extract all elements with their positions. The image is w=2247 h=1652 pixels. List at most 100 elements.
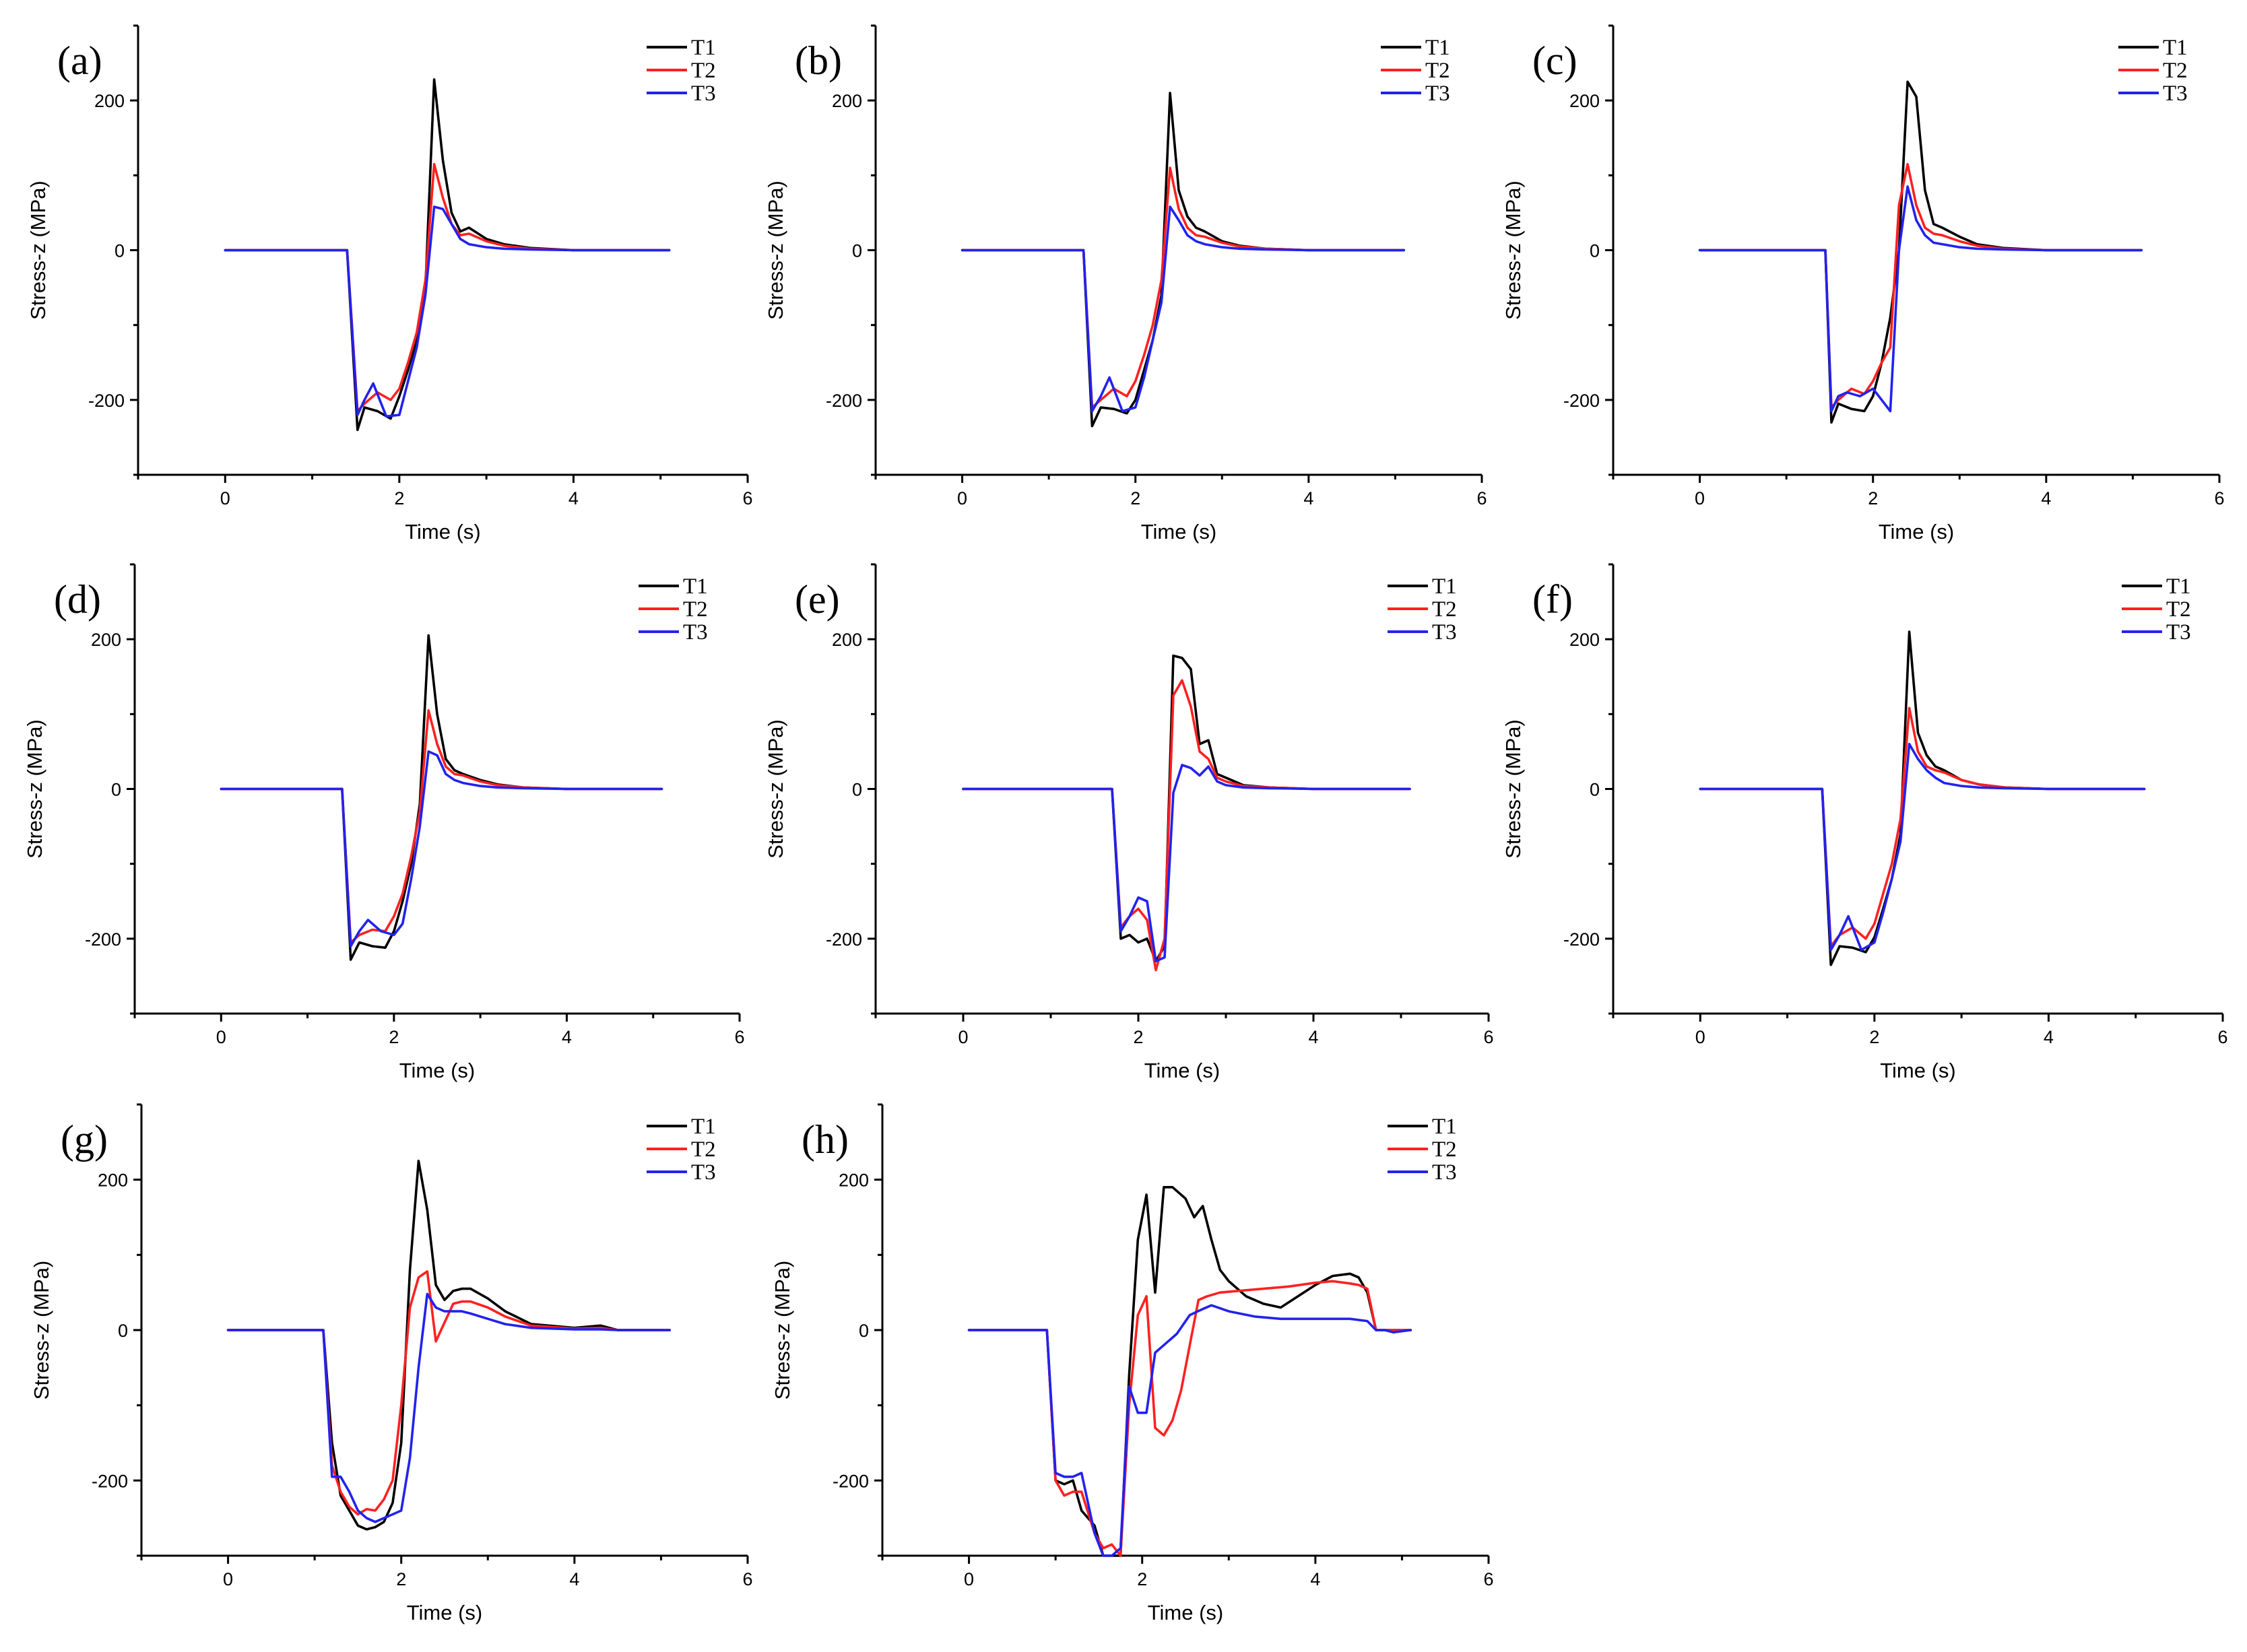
x-tick-label: 4 [569, 1569, 579, 1589]
x-tick-label: 4 [568, 488, 579, 508]
y-tick-label: 200 [839, 1170, 869, 1191]
legend-label-t3: T3 [1432, 620, 1457, 645]
legend-label-t2: T2 [2166, 597, 2191, 622]
y-axis-title: Stress-z (MPa) [23, 719, 46, 859]
x-tick-label: 4 [1310, 1569, 1320, 1589]
y-axis-title: Stress-z (MPa) [26, 180, 50, 320]
y-tick-label: 0 [1590, 780, 1600, 800]
x-tick-label: 6 [742, 1569, 752, 1589]
panel-label: (h) [802, 1117, 849, 1162]
x-tick-label: 0 [957, 488, 967, 508]
legend-label-t3: T3 [2163, 81, 2188, 106]
x-axis-title: Time (s) [399, 1059, 476, 1082]
series-group [960, 92, 1406, 428]
y-tick-label: 200 [94, 91, 125, 111]
series-line-t3 [962, 764, 1411, 962]
y-axis-title: Stress-z (MPa) [30, 1261, 53, 1400]
legend-label-t1: T1 [691, 36, 716, 60]
legend-label-t2: T2 [683, 597, 708, 622]
x-axis-title: Time (s) [1148, 1601, 1224, 1624]
y-axis-title: Stress-z (MPa) [764, 180, 787, 320]
legend-label-t3: T3 [683, 620, 708, 645]
series-line-t1 [967, 1186, 1412, 1557]
x-tick-label: 4 [1303, 488, 1313, 508]
x-axis-title: Time (s) [407, 1601, 483, 1624]
panel-label: (b) [795, 38, 842, 83]
series-line-t3 [226, 1292, 672, 1523]
legend-label-t2: T2 [1432, 1137, 1457, 1162]
legend-label-t3: T3 [691, 1160, 716, 1185]
x-axis-title: Time (s) [1141, 520, 1217, 543]
x-tick-label: 6 [734, 1027, 744, 1047]
legend-label-t2: T2 [691, 59, 716, 83]
series-group [226, 1160, 672, 1531]
legend-label-t3: T3 [1432, 1160, 1457, 1185]
legend-label-t1: T1 [683, 574, 708, 599]
series-line-t1 [1699, 630, 2146, 966]
y-tick-label: -200 [826, 391, 862, 411]
legend-label-t3: T3 [2166, 620, 2191, 645]
y-tick-label: 200 [1569, 630, 1600, 650]
x-tick-label: 0 [964, 1569, 974, 1589]
y-axis-title: Stress-z (MPa) [1501, 180, 1525, 320]
x-axis-title: Time (s) [405, 520, 481, 543]
y-tick-label: -200 [88, 391, 125, 411]
series-line-t3 [220, 750, 663, 948]
legend-label-t1: T1 [2163, 36, 2188, 60]
x-tick-label: 4 [2041, 488, 2051, 508]
x-tick-label: 2 [1137, 1569, 1147, 1589]
y-tick-label: -200 [833, 1471, 869, 1491]
series-line-t1 [220, 634, 663, 961]
series-group [967, 1186, 1412, 1557]
series-line-t2 [220, 709, 663, 944]
x-tick-label: 0 [216, 1027, 226, 1047]
series-line-t3 [224, 205, 671, 418]
x-tick-label: 6 [2217, 1027, 2227, 1047]
x-tick-label: 0 [223, 1569, 233, 1589]
legend-label-t1: T1 [2166, 574, 2191, 599]
y-tick-label: 0 [1590, 241, 1600, 261]
y-tick-label: 0 [852, 241, 862, 261]
x-axis-title: Time (s) [1144, 1059, 1220, 1082]
series-group [962, 654, 1411, 972]
y-axis-title: Stress-z (MPa) [771, 1261, 794, 1400]
legend-label-t2: T2 [2163, 59, 2188, 83]
x-tick-label: 2 [1869, 1027, 1879, 1047]
series-line-t2 [967, 1280, 1412, 1557]
series-line-t2 [1699, 706, 2146, 948]
y-tick-label: -200 [826, 929, 862, 950]
x-tick-label: 2 [1133, 1027, 1143, 1047]
panel-label: (f) [1532, 577, 1573, 622]
series-line-t1 [1698, 80, 2143, 424]
x-tick-label: 4 [562, 1027, 572, 1047]
x-tick-label: 6 [2214, 488, 2224, 508]
series-line-t3 [967, 1304, 1412, 1557]
x-axis-title: Time (s) [1879, 520, 1955, 543]
legend-label-t2: T2 [1425, 59, 1450, 83]
series-group [1699, 630, 2146, 966]
legend-label-t2: T2 [691, 1137, 716, 1162]
x-tick-label: 0 [958, 1027, 968, 1047]
series-line-t1 [962, 654, 1411, 962]
legend-label-t1: T1 [1432, 574, 1457, 599]
panel-label: (d) [54, 577, 101, 622]
series-line-t1 [226, 1160, 672, 1531]
x-tick-label: 2 [389, 1027, 399, 1047]
y-tick-label: 200 [1569, 91, 1600, 111]
panel-label: (e) [795, 577, 840, 622]
y-tick-label: 200 [98, 1170, 128, 1191]
panel-label: (c) [1532, 38, 1577, 83]
series-line-t2 [962, 679, 1411, 972]
x-tick-label: 0 [1695, 1027, 1705, 1047]
x-tick-label: 2 [1130, 488, 1140, 508]
legend-label-t1: T1 [1432, 1115, 1457, 1139]
x-tick-label: 4 [2044, 1027, 2054, 1047]
y-tick-label: 0 [111, 780, 121, 800]
y-tick-label: 0 [859, 1321, 869, 1341]
x-tick-label: 6 [1483, 1027, 1493, 1047]
